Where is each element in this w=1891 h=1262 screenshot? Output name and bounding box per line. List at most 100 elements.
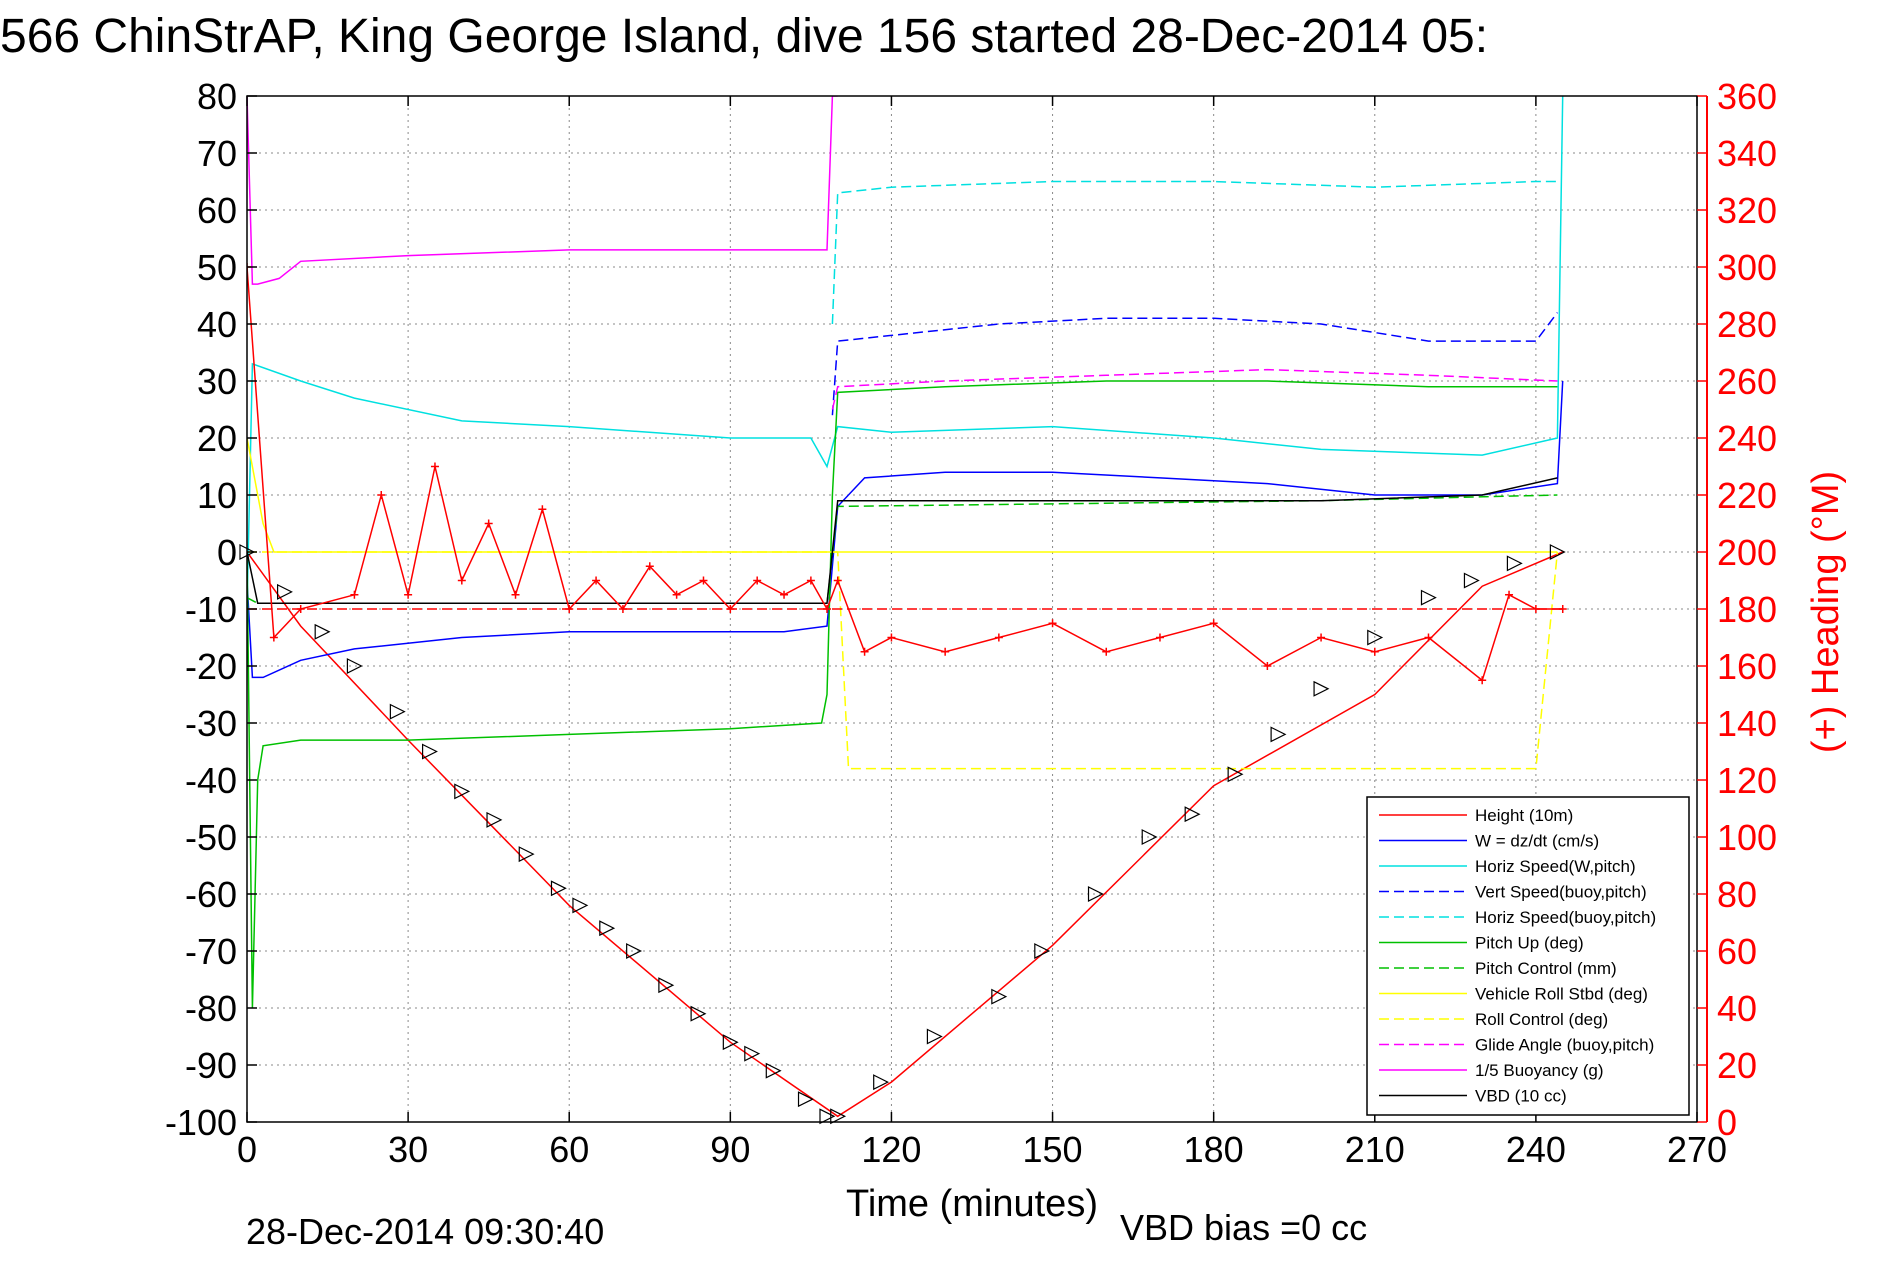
legend-label: Pitch Control (mm) xyxy=(1475,959,1617,978)
series-vbd-10-cc xyxy=(247,477,1558,605)
heading-point xyxy=(1505,590,1514,599)
y2-tick-label: 180 xyxy=(1717,589,1777,630)
x-tick-label: 0 xyxy=(237,1129,257,1170)
heading-point xyxy=(887,633,896,642)
y-tick-label: 10 xyxy=(197,475,237,516)
legend-label: Horiz Speed(W,pitch) xyxy=(1475,857,1636,876)
chart-title: 566 ChinStrAP, King George Island, dive … xyxy=(0,10,1488,63)
y-tick-label: -10 xyxy=(185,589,237,630)
series-horiz-speed-buoy-pitch xyxy=(831,180,1558,325)
height-marker xyxy=(1034,943,1051,959)
series-heading-markers xyxy=(247,263,1567,685)
heading-point xyxy=(941,647,950,656)
y2-tick-label: 20 xyxy=(1717,1045,1757,1086)
height-markers xyxy=(239,544,1566,1125)
heading-point xyxy=(269,633,278,642)
y2-tick-label: 300 xyxy=(1717,247,1777,288)
height-marker xyxy=(1549,544,1566,560)
legend-label: Horiz Speed(buoy,pitch) xyxy=(1475,908,1656,927)
y2-tick-label: 360 xyxy=(1717,76,1777,117)
y2-tick-label: 240 xyxy=(1717,418,1777,459)
height-marker xyxy=(765,1062,782,1079)
y2-tick-label: 160 xyxy=(1717,646,1777,687)
y2-tick-label: 340 xyxy=(1717,133,1777,174)
height-marker xyxy=(797,1091,814,1108)
legend-label: VBD (10 cc) xyxy=(1475,1087,1567,1106)
height-marker xyxy=(572,897,589,914)
y2-tick-label: 200 xyxy=(1717,532,1777,573)
height-marker xyxy=(722,1034,739,1051)
height-marker xyxy=(276,583,293,600)
height-marker xyxy=(486,811,503,828)
legend-label: 1/5 Buoyancy (g) xyxy=(1475,1061,1604,1080)
height-marker xyxy=(389,703,406,720)
y-tick-label: 80 xyxy=(197,76,237,117)
heading-point xyxy=(672,590,681,599)
y-tick-label: 30 xyxy=(197,361,237,402)
heading-point xyxy=(1478,676,1487,685)
y-tick-label: 20 xyxy=(197,418,237,459)
series-w-dz-dt-cm-s xyxy=(247,380,1564,679)
x-tick-label: 240 xyxy=(1506,1129,1566,1170)
heading-point xyxy=(538,505,547,514)
y2-tick-label: 140 xyxy=(1717,703,1777,744)
heading-point xyxy=(860,647,869,656)
x-tick-label: 210 xyxy=(1345,1129,1405,1170)
y2-tick-label: 280 xyxy=(1717,304,1777,345)
y2-tick-label: 0 xyxy=(1717,1102,1737,1143)
y-tick-label: -90 xyxy=(185,1045,237,1086)
height-marker xyxy=(314,623,331,640)
heading-point xyxy=(1209,619,1218,628)
heading-point xyxy=(1370,647,1379,656)
x-tick-label: 270 xyxy=(1667,1129,1727,1170)
legend: Height (10m) W = dz/dt (cm/s) Horiz Speed(… xyxy=(1366,796,1690,1116)
x-tick-label: 30 xyxy=(388,1129,428,1170)
heading-point xyxy=(1263,662,1272,670)
height-marker xyxy=(819,1108,836,1125)
heading-point xyxy=(1155,633,1164,642)
height-marker xyxy=(421,743,438,760)
height-marker xyxy=(1270,726,1287,743)
heading-point xyxy=(511,590,520,599)
y-tick-label: -20 xyxy=(185,646,237,687)
y-tick-label: -30 xyxy=(185,703,237,744)
heading-point xyxy=(350,590,359,599)
heading-point xyxy=(484,519,493,528)
height-marker xyxy=(744,1045,761,1062)
legend-label: Vehicle Roll Stbd (deg) xyxy=(1475,985,1648,1004)
x-tick-label: 180 xyxy=(1184,1129,1244,1170)
heading-point xyxy=(780,590,789,599)
y-tick-label: 40 xyxy=(197,304,237,345)
y-tick-label: -40 xyxy=(185,760,237,801)
y-tick-label: -80 xyxy=(185,988,237,1029)
height-marker xyxy=(1087,886,1104,902)
x-tick-label: 120 xyxy=(861,1129,921,1170)
y2-tick-label: 40 xyxy=(1717,988,1757,1029)
height-marker xyxy=(1313,680,1330,697)
legend-label: Pitch Up (deg) xyxy=(1475,934,1584,953)
heading-point xyxy=(592,576,601,585)
height-marker xyxy=(1506,555,1523,572)
y-tick-label: -70 xyxy=(185,931,237,972)
series-heading-line xyxy=(247,266,1563,682)
legend-label: Roll Control (deg) xyxy=(1475,1010,1608,1029)
height-marker xyxy=(658,977,675,994)
height-marker xyxy=(926,1028,943,1045)
height-marker xyxy=(518,846,535,863)
x-tick-label: 60 xyxy=(549,1129,589,1170)
height-marker xyxy=(873,1074,890,1091)
height-marker xyxy=(991,988,1008,1005)
legend-label: Height (10m) xyxy=(1475,806,1573,825)
heading-point xyxy=(404,590,413,599)
series-glide-angle-buoy-pitch xyxy=(831,368,1558,410)
heading-point xyxy=(806,576,815,585)
height-marker xyxy=(1184,806,1201,823)
series-height-10m xyxy=(247,551,1563,1118)
heading-point xyxy=(1048,619,1057,628)
y2-tick-label: 100 xyxy=(1717,817,1777,858)
heading-point xyxy=(699,576,708,585)
y2-tick-label: 80 xyxy=(1717,874,1757,915)
y2-tick-label: 260 xyxy=(1717,361,1777,402)
height-marker xyxy=(346,658,363,674)
